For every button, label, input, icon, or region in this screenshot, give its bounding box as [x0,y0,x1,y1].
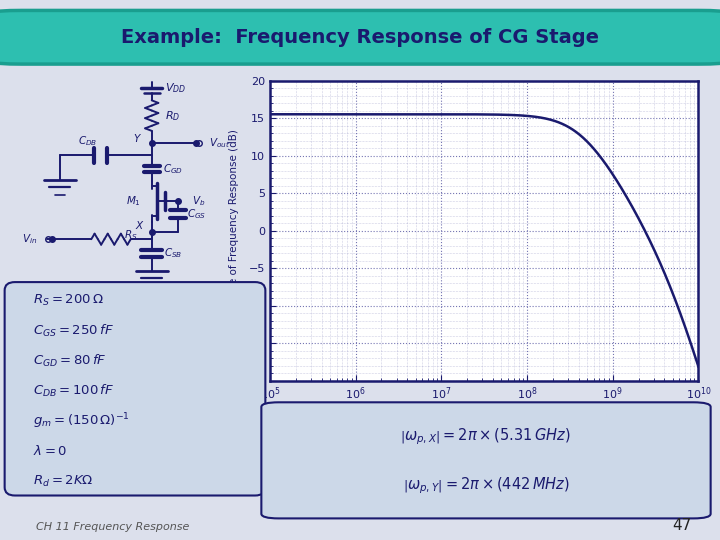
Text: $\left|\omega_{p,X}\right| = 2\pi \times (5.31\,GHz)$: $\left|\omega_{p,X}\right| = 2\pi \times… [400,427,572,448]
Text: $X$: $X$ [135,219,145,232]
X-axis label: Frequency (Hz): Frequency (Hz) [434,406,534,420]
Text: $R_D$: $R_D$ [165,109,181,123]
Text: $C_{GD} = 80\,fF$: $C_{GD} = 80\,fF$ [33,353,107,369]
Text: $M_1$: $M_1$ [126,194,141,208]
Text: $Y$: $Y$ [132,132,142,145]
Text: $R_d = 2K\Omega$: $R_d = 2K\Omega$ [33,474,93,489]
Text: $V_{DD}$: $V_{DD}$ [165,81,186,95]
Text: $C_{SB}$: $C_{SB}$ [163,247,182,260]
FancyBboxPatch shape [4,282,266,496]
Text: $C_{GS} = 250\,fF$: $C_{GS} = 250\,fF$ [33,322,114,339]
Text: $g_m = (150\,\Omega)^{-1}$: $g_m = (150\,\Omega)^{-1}$ [33,411,130,431]
FancyBboxPatch shape [0,10,720,64]
Text: $C_{DB}$: $C_{DB}$ [78,134,97,149]
Text: Example:  Frequency Response of CG Stage: Example: Frequency Response of CG Stage [121,28,599,47]
Text: $R_S = 200\,\Omega$: $R_S = 200\,\Omega$ [33,293,104,308]
Text: $R_S$: $R_S$ [124,228,138,241]
Text: $\left|\omega_{p,Y}\right| = 2\pi \times (442\,MHz)$: $\left|\omega_{p,Y}\right| = 2\pi \times… [402,476,570,496]
FancyBboxPatch shape [261,402,711,518]
Text: $C_{GD}$: $C_{GD}$ [163,162,183,176]
Text: $\lambda = 0$: $\lambda = 0$ [33,444,67,458]
Text: CH 11 Frequency Response: CH 11 Frequency Response [36,522,189,532]
Text: 47: 47 [672,518,691,534]
Text: $C_{DB} = 100\,fF$: $C_{DB} = 100\,fF$ [33,383,114,399]
Text: $C_{GS}$: $C_{GS}$ [186,207,206,221]
Text: $V_{in}$: $V_{in}$ [22,232,37,246]
Text: $V_{out}$: $V_{out}$ [210,136,230,150]
Y-axis label: Magnitude of Frequency Response (dB): Magnitude of Frequency Response (dB) [229,129,239,333]
Text: $V_b$: $V_b$ [192,194,206,208]
